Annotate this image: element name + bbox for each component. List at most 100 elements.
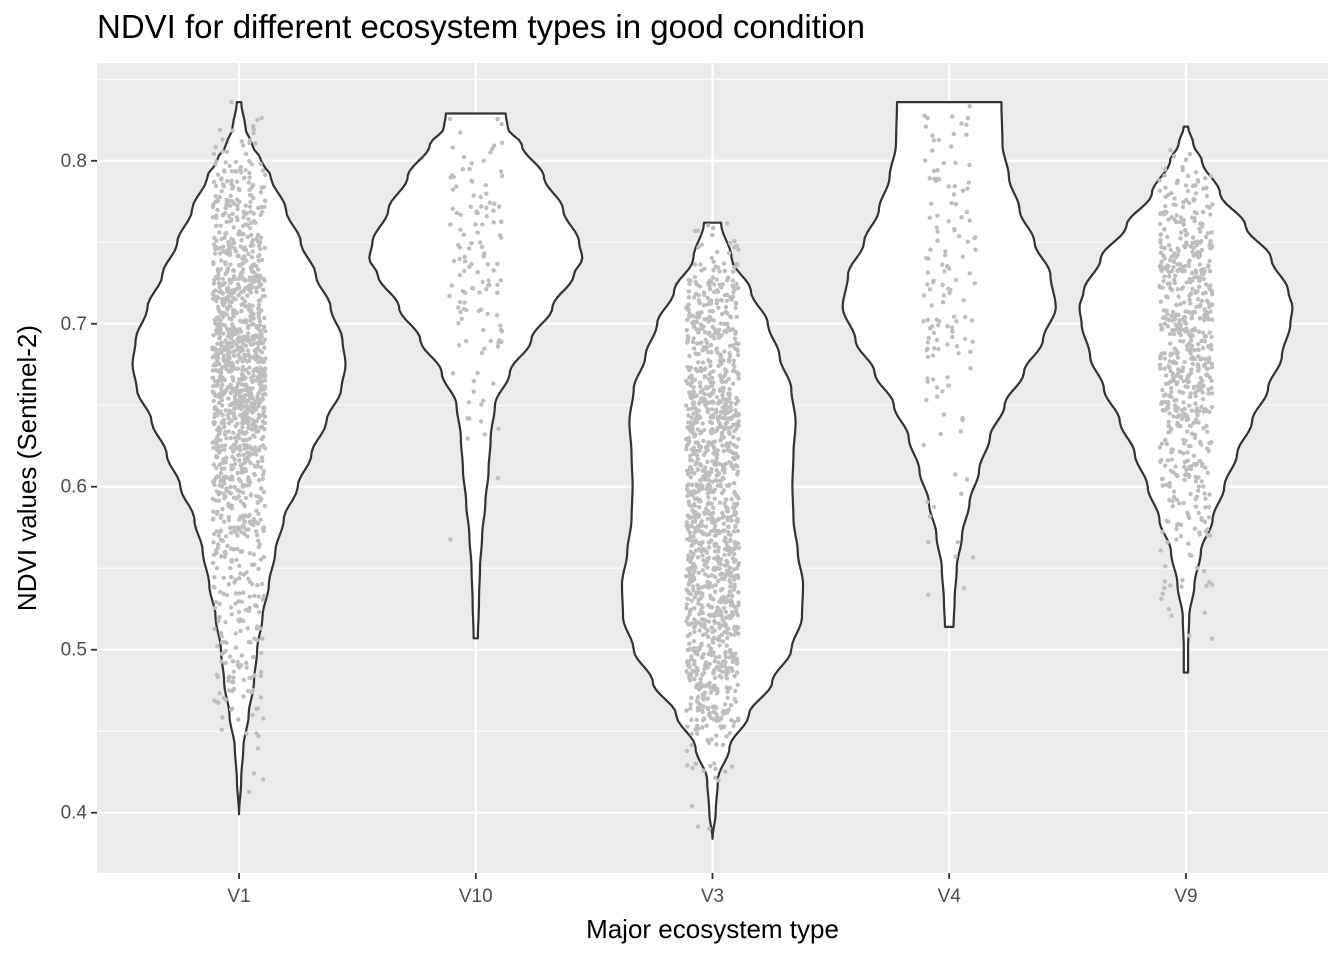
data-point — [240, 231, 246, 237]
data-point — [232, 442, 237, 448]
data-point — [1176, 294, 1181, 299]
data-point — [235, 206, 240, 212]
data-point — [925, 317, 931, 323]
data-point — [237, 285, 242, 290]
data-point — [731, 442, 737, 448]
data-point — [457, 256, 462, 262]
data-point — [1169, 457, 1175, 462]
data-point — [714, 394, 720, 400]
data-point — [236, 527, 241, 532]
data-point — [213, 144, 218, 150]
data-point — [491, 381, 496, 386]
data-point — [967, 271, 972, 276]
data-point — [219, 386, 224, 391]
data-point — [229, 706, 235, 711]
data-point — [257, 280, 262, 286]
data-point — [688, 464, 693, 470]
data-point — [710, 226, 716, 231]
data-point — [700, 421, 705, 426]
data-point — [946, 184, 951, 189]
data-point — [707, 372, 712, 377]
data-point — [1162, 356, 1168, 361]
data-point — [228, 525, 233, 530]
data-point — [921, 319, 926, 324]
data-point — [261, 716, 266, 721]
data-point — [1196, 329, 1202, 334]
data-point — [708, 363, 713, 368]
data-point — [1208, 239, 1213, 244]
data-point — [709, 737, 714, 742]
data-point — [711, 335, 717, 341]
data-point — [735, 352, 741, 358]
data-point — [953, 160, 958, 165]
data-point — [451, 258, 457, 264]
x-tick-label: V3 — [701, 886, 724, 907]
data-point — [251, 275, 256, 280]
data-point — [1200, 221, 1205, 227]
data-point — [241, 260, 246, 266]
data-point — [726, 275, 731, 280]
data-point — [258, 235, 264, 240]
data-point — [686, 582, 691, 587]
data-point — [731, 451, 736, 456]
data-point — [722, 427, 727, 432]
data-point — [250, 322, 255, 327]
data-point — [245, 348, 251, 353]
data-point — [1205, 231, 1211, 236]
data-point — [260, 168, 266, 173]
data-point — [488, 150, 493, 155]
data-point — [692, 595, 697, 600]
data-point — [952, 226, 957, 232]
data-point — [718, 321, 724, 326]
data-point — [701, 474, 706, 479]
data-point — [1192, 347, 1197, 353]
data-point — [226, 416, 231, 421]
data-point — [707, 581, 713, 586]
data-point — [261, 489, 266, 495]
data-point — [248, 318, 253, 323]
data-point — [731, 655, 737, 660]
data-point — [717, 388, 722, 393]
data-point — [721, 709, 726, 714]
data-point — [251, 341, 256, 347]
data-point — [1174, 497, 1180, 502]
data-point — [232, 461, 238, 467]
data-point — [719, 285, 724, 290]
data-point — [735, 413, 740, 418]
data-point — [244, 222, 250, 228]
data-point — [211, 333, 216, 338]
data-point — [466, 400, 471, 405]
data-point — [712, 543, 717, 549]
data-point — [936, 346, 941, 352]
data-point — [691, 400, 697, 405]
data-point — [219, 343, 224, 348]
data-point — [961, 586, 967, 591]
data-point — [686, 295, 692, 300]
data-point — [229, 574, 234, 580]
data-point — [1187, 394, 1193, 400]
points-V4 — [921, 104, 978, 597]
data-point — [235, 384, 240, 389]
data-point — [700, 718, 706, 723]
data-point — [497, 204, 502, 209]
data-point — [1157, 221, 1163, 227]
data-point — [717, 654, 722, 659]
data-point — [231, 547, 236, 552]
data-point — [725, 518, 730, 523]
data-point — [256, 511, 261, 517]
data-point — [457, 245, 463, 250]
data-point — [718, 724, 723, 729]
data-point — [235, 197, 240, 202]
data-point — [699, 429, 704, 434]
data-point — [240, 301, 246, 306]
data-point — [1185, 384, 1191, 390]
data-point — [1199, 356, 1205, 361]
data-point — [703, 465, 708, 470]
chart-title: NDVI for different ecosystem types in go… — [97, 8, 865, 45]
data-point — [732, 364, 737, 369]
data-point — [226, 501, 231, 506]
data-point — [237, 489, 242, 494]
data-point — [225, 326, 230, 332]
data-point — [714, 478, 719, 483]
data-point — [229, 198, 234, 204]
